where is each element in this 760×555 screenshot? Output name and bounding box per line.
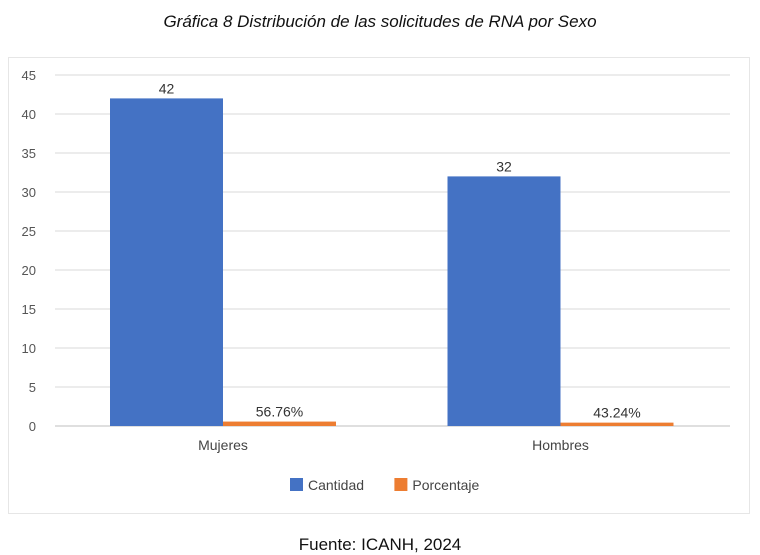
bar-chart: 0 5 10 15 20 25 30 35 40 45 42 56.76% Mujeres 32 43.24… xyxy=(22,68,730,493)
data-label: 43.24% xyxy=(593,405,640,421)
y-tick-label: 5 xyxy=(29,380,36,395)
legend-swatch-cantidad xyxy=(290,478,303,491)
legend-label-porcentaje: Porcentaje xyxy=(412,477,479,493)
y-tick-label: 0 xyxy=(29,419,36,434)
data-label: 42 xyxy=(159,80,175,96)
data-label: 56.76% xyxy=(256,404,303,420)
data-label: 32 xyxy=(496,158,512,174)
x-category-label: Mujeres xyxy=(198,437,248,453)
legend-label-cantidad: Cantidad xyxy=(308,477,364,493)
y-tick-label: 40 xyxy=(22,107,36,122)
bar-cantidad-hombres xyxy=(447,176,561,426)
bar-porcentaje-hombres xyxy=(560,422,674,426)
bar-porcentaje-mujeres xyxy=(223,421,336,426)
chart-caption: Gráfica 8 Distribución de las solicitude… xyxy=(163,12,597,31)
y-tick-label: 30 xyxy=(22,185,36,200)
legend-swatch-porcentaje xyxy=(394,478,408,491)
y-tick-label: 35 xyxy=(22,146,36,161)
y-tick-label: 20 xyxy=(22,263,36,278)
y-tick-label: 45 xyxy=(22,68,36,83)
y-tick-label: 25 xyxy=(22,224,36,239)
y-tick-label: 15 xyxy=(22,302,36,317)
bar-cantidad-mujeres xyxy=(110,98,223,427)
source-note: Fuente: ICANH, 2024 xyxy=(298,535,462,554)
x-category-label: Hombres xyxy=(532,437,589,453)
y-tick-label: 10 xyxy=(22,341,36,356)
